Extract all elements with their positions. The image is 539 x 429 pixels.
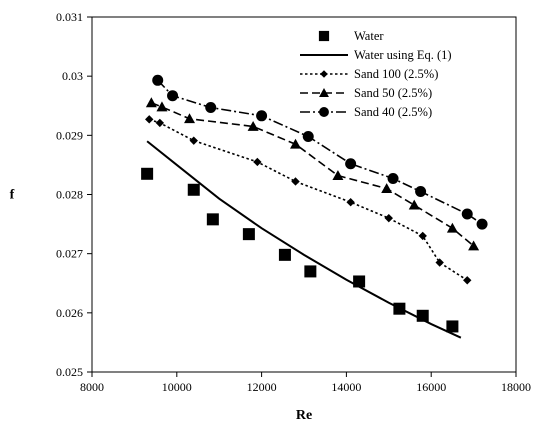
data-point-square — [318, 30, 330, 42]
series-dashed-line-triangle — [145, 97, 480, 251]
y-tick-label: 0.026 — [56, 306, 83, 320]
data-point-square — [206, 213, 219, 226]
data-point-circle — [205, 102, 217, 114]
data-point-circle — [387, 173, 399, 185]
data-point-triangle — [184, 113, 196, 124]
legend-item: Sand 50 (2.5%) — [300, 86, 432, 100]
data-point-triangle — [381, 183, 393, 193]
legend-item: Sand 40 (2.5%) — [300, 105, 432, 119]
series-line — [157, 79, 483, 225]
data-point-circle — [345, 158, 357, 170]
data-point-diamond — [346, 197, 355, 207]
data-point-triangle — [408, 199, 420, 210]
data-point-triangle — [290, 138, 302, 149]
data-point-square — [242, 228, 255, 241]
series-line — [148, 118, 468, 281]
legend-item: Sand 100 (2.5%) — [300, 67, 438, 81]
data-point-diamond — [145, 115, 154, 124]
x-tick-label: 16000 — [416, 380, 446, 394]
data-point-triangle — [145, 97, 157, 108]
data-point-circle — [319, 107, 329, 117]
x-axis-label: Re — [296, 408, 312, 423]
data-point-circle — [256, 110, 268, 122]
data-point-diamond — [291, 177, 300, 186]
data-point-circle — [461, 208, 473, 220]
data-point-diamond — [418, 231, 427, 241]
data-point-triangle — [247, 120, 259, 131]
plot-area — [141, 74, 488, 339]
series-solid-line — [146, 140, 462, 339]
data-point-square — [141, 167, 154, 180]
series-dotted-line-diamond — [145, 115, 472, 285]
y-tick-label: 0.027 — [56, 247, 83, 261]
series-line — [146, 140, 462, 339]
data-point-diamond — [155, 118, 165, 128]
data-point-square — [304, 265, 317, 278]
data-point-square — [446, 320, 459, 333]
x-tick-label: 14000 — [331, 380, 361, 394]
data-point-circle — [476, 218, 488, 230]
data-point-square — [278, 248, 291, 261]
legend-label: Sand 40 (2.5%) — [354, 105, 432, 119]
y-tick-label: 0.03 — [62, 69, 83, 83]
data-point-diamond — [384, 213, 393, 223]
data-point-circle — [302, 131, 314, 143]
data-point-diamond — [463, 276, 472, 285]
plot-border — [91, 16, 517, 373]
legend-label: Water using Eq. (1) — [354, 48, 452, 62]
series-line — [151, 102, 475, 247]
series-square-markers — [141, 167, 459, 333]
y-tick-label: 0.028 — [56, 188, 83, 202]
x-tick-label: 8000 — [80, 380, 104, 394]
data-point-triangle — [332, 170, 344, 180]
x-tick-label: 18000 — [501, 380, 531, 394]
y-axis-label: f — [10, 188, 15, 203]
data-point-triangle — [156, 101, 168, 112]
data-point-triangle — [319, 88, 329, 97]
x-tick-label: 10000 — [162, 380, 192, 394]
y-tick-label: 0.025 — [56, 365, 83, 379]
data-point-diamond — [435, 258, 444, 267]
y-tick-label: 0.029 — [56, 128, 83, 142]
legend: Water Water using Eq. (1) Sand 100 (2.5%) S… — [300, 29, 452, 119]
data-point-triangle — [468, 240, 480, 251]
data-point-diamond — [320, 70, 328, 78]
legend-label: Sand 100 (2.5%) — [354, 67, 438, 81]
legend-label: Sand 50 (2.5%) — [354, 86, 432, 100]
data-point-triangle — [446, 222, 458, 233]
x-tick-label: 12000 — [247, 380, 277, 394]
data-point-circle — [415, 186, 427, 198]
series-dashdot-line-circle — [152, 74, 488, 230]
legend-item: Water — [318, 29, 384, 43]
data-point-circle — [152, 74, 164, 86]
legend-item: Water using Eq. (1) — [300, 48, 452, 62]
data-point-diamond — [189, 136, 198, 145]
legend-label: Water — [354, 29, 384, 43]
data-point-square — [187, 183, 200, 196]
data-point-diamond — [253, 157, 262, 167]
y-tick-label: 0.031 — [56, 10, 83, 24]
axes: 8000 10000 12000 14000 16000 18000 0.025 0.026 0… — [56, 10, 531, 394]
data-point-circle — [167, 90, 179, 102]
